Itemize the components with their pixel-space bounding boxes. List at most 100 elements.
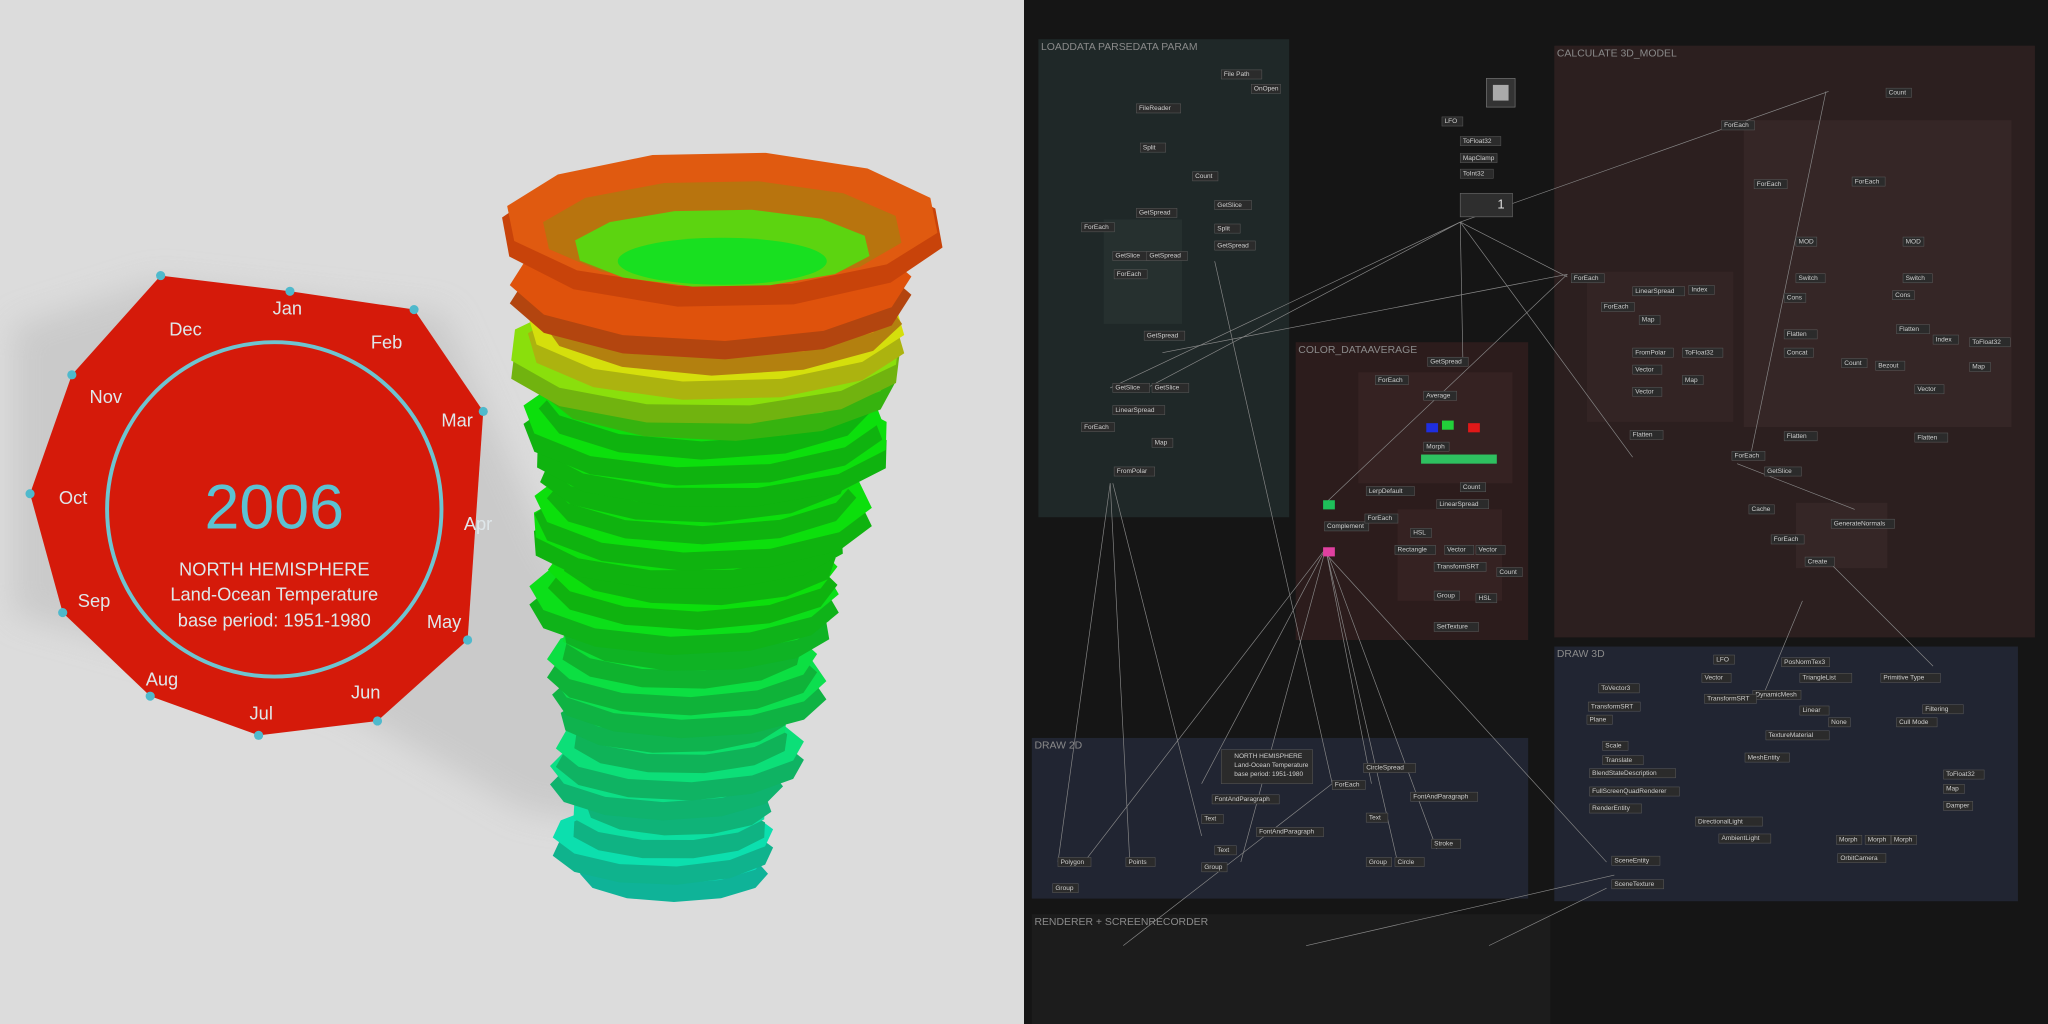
- node-label: ForEach: [1335, 782, 1360, 789]
- node: [1896, 717, 1938, 728]
- node: [1136, 103, 1181, 114]
- node-label: Primitive Type: [1883, 675, 1924, 682]
- node: [1799, 673, 1853, 683]
- node: [1902, 236, 1925, 247]
- node-label: ToFloat32: [1685, 349, 1714, 356]
- node-label: ToFloat32: [1946, 771, 1975, 778]
- node: [1713, 654, 1735, 665]
- node: [1427, 356, 1469, 367]
- node: [1602, 755, 1644, 765]
- node-label: HSL: [1479, 595, 1492, 602]
- wire: [1326, 554, 1607, 863]
- node-label: BlendStateDescription: [1592, 770, 1657, 777]
- node-label: OrbitCamera: [1840, 855, 1878, 862]
- node-label: FullScreenQuadRenderer: [1592, 788, 1667, 795]
- node: [1363, 763, 1416, 773]
- node-label: Flatten: [1899, 326, 1919, 333]
- node: [1113, 269, 1148, 280]
- node-label: DynamicMesh: [1755, 692, 1797, 699]
- node-label: Complement: [1327, 523, 1364, 530]
- node: [1598, 683, 1640, 694]
- wire: [1110, 221, 1461, 389]
- node-label: GetSlice: [1767, 468, 1792, 475]
- node: [1629, 430, 1664, 440]
- wire: [1737, 463, 1855, 510]
- value-box: [1459, 192, 1513, 218]
- node-label: GetSlice: [1115, 385, 1140, 392]
- node: [1765, 730, 1830, 741]
- node: [1441, 116, 1464, 127]
- node: [1611, 879, 1664, 890]
- month-label: Dec: [169, 318, 201, 339]
- node-label: ForEach: [1084, 424, 1109, 431]
- group-title: DRAW 3D: [1557, 649, 1605, 660]
- node-label: Group: [1369, 859, 1387, 866]
- vertex-dot: [145, 691, 155, 701]
- node: [1459, 168, 1494, 179]
- node-label: Damper: [1946, 803, 1970, 810]
- text-node-line: Land-Ocean Temperature: [1234, 762, 1309, 769]
- color-swatch: [1468, 423, 1480, 433]
- node: [1571, 273, 1605, 284]
- node-label: TransformSRT: [1707, 695, 1749, 702]
- node-label: Vector: [1447, 547, 1466, 554]
- node-label: GetSpread: [1217, 242, 1249, 249]
- node-label: Vector: [1635, 366, 1654, 373]
- preview: [1492, 84, 1509, 101]
- node: [1589, 768, 1676, 779]
- node: [1433, 622, 1479, 632]
- node-label: Vector: [1635, 389, 1654, 396]
- month-label: May: [427, 611, 462, 632]
- node: [1836, 835, 1863, 845]
- node: [1433, 562, 1487, 572]
- node-label: Linear: [1802, 707, 1821, 714]
- node-label: None: [1831, 719, 1847, 726]
- node-label: GetSpread: [1430, 359, 1462, 366]
- node: [1475, 545, 1506, 555]
- node: [1704, 693, 1757, 704]
- node: [1375, 375, 1409, 385]
- node: [1969, 337, 2011, 348]
- wire: [1459, 222, 1464, 360]
- wire: [1459, 221, 1633, 458]
- node: [1220, 69, 1263, 80]
- node-label: Switch: [1799, 275, 1819, 282]
- node: [1731, 451, 1766, 461]
- node: [1136, 208, 1178, 218]
- month-label: Jul: [250, 702, 273, 723]
- wire: [1149, 221, 1461, 387]
- node: [1891, 835, 1917, 845]
- label-line: NORTH HEMISPHERE: [179, 559, 369, 580]
- node-label: FontAndParagraph: [1259, 829, 1314, 836]
- group-title: DRAW 2D: [1034, 741, 1082, 752]
- node: [1880, 673, 1941, 683]
- node: [1139, 142, 1166, 153]
- node-label: MapClamp: [1463, 155, 1495, 162]
- node-label: FromPolar: [1117, 468, 1148, 475]
- node: [1151, 383, 1190, 393]
- node: [1885, 87, 1912, 98]
- wire: [1325, 548, 1372, 784]
- month-label: Mar: [441, 410, 472, 431]
- vertex-dot: [285, 286, 295, 296]
- node-label: Cache: [1752, 506, 1771, 513]
- node-label: Vector: [1479, 547, 1498, 554]
- node: [1896, 324, 1930, 334]
- node-label: Scale: [1605, 743, 1622, 750]
- node: [1744, 752, 1790, 763]
- node: [1587, 701, 1641, 712]
- node: [1125, 857, 1156, 867]
- node: [1433, 590, 1460, 601]
- wire: [1057, 483, 1111, 863]
- node-label: LerpDefault: [1369, 488, 1403, 495]
- node: [1211, 794, 1280, 805]
- node-label: Cons: [1895, 292, 1911, 299]
- wire: [1460, 91, 1829, 223]
- wire: [1201, 548, 1327, 784]
- node-label: Count: [1889, 89, 1907, 96]
- node-label: FileReader: [1139, 105, 1172, 112]
- vertex-dot: [156, 271, 166, 281]
- node-label: ToFloat32: [1972, 339, 2001, 346]
- node-label: ForEach: [1368, 515, 1393, 522]
